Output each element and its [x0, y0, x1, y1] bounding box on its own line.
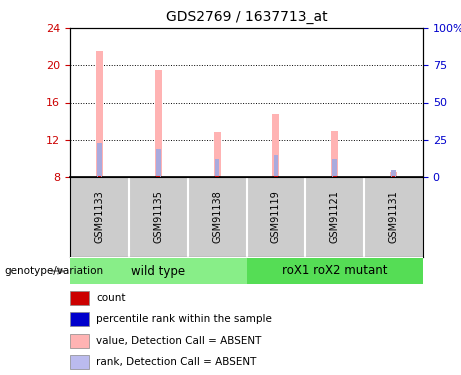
Bar [247, 258, 423, 285]
Text: value, Detection Call = ABSENT: value, Detection Call = ABSENT [96, 336, 262, 346]
Bar [156, 176, 160, 177]
Bar [272, 114, 279, 177]
Bar [391, 171, 396, 177]
Bar [273, 154, 278, 177]
Bar [70, 356, 89, 369]
Text: roX1 roX2 mutant: roX1 roX2 mutant [282, 264, 388, 278]
Bar [98, 176, 101, 177]
Text: GSM91135: GSM91135 [153, 190, 163, 243]
Bar [331, 131, 338, 177]
Bar [332, 159, 337, 177]
Bar [70, 291, 89, 304]
Bar [213, 132, 221, 177]
Text: wild type: wild type [131, 264, 185, 278]
Bar [274, 176, 278, 177]
Bar [70, 334, 89, 348]
Text: percentile rank within the sample: percentile rank within the sample [96, 314, 272, 324]
Text: GSM91131: GSM91131 [389, 190, 399, 243]
Bar [215, 176, 219, 177]
Bar [333, 176, 337, 177]
Text: GSM91138: GSM91138 [212, 190, 222, 243]
Bar [155, 70, 162, 177]
Bar [97, 144, 102, 177]
Bar [70, 258, 247, 285]
Title: GDS2769 / 1637713_at: GDS2769 / 1637713_at [165, 10, 327, 24]
Text: genotype/variation: genotype/variation [5, 266, 104, 276]
Bar [96, 51, 103, 177]
Bar [392, 176, 396, 177]
Text: count: count [96, 292, 126, 303]
Text: GSM91119: GSM91119 [271, 190, 281, 243]
Bar [156, 149, 160, 177]
Text: GSM91133: GSM91133 [95, 190, 105, 243]
Text: GSM91121: GSM91121 [330, 190, 340, 243]
Bar [215, 159, 219, 177]
Bar [390, 172, 397, 177]
Bar [70, 312, 89, 326]
Text: rank, Detection Call = ABSENT: rank, Detection Call = ABSENT [96, 357, 257, 368]
